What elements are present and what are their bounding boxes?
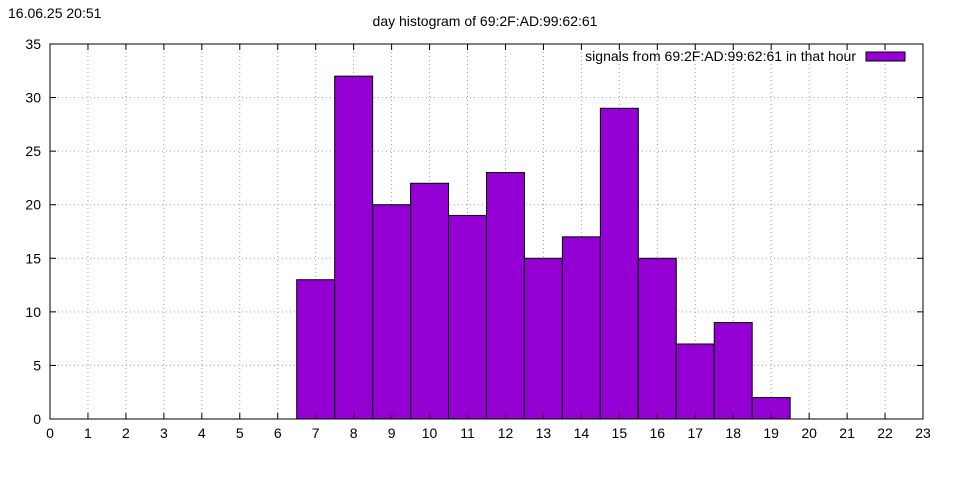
legend-swatch xyxy=(865,51,906,62)
bar-hour-10 xyxy=(410,182,450,420)
bar-hour-16 xyxy=(637,257,677,420)
x-tick-label: 18 xyxy=(725,425,741,441)
y-tick-label: 15 xyxy=(25,250,41,266)
x-tick-label: 9 xyxy=(388,425,396,441)
x-tick-label: 6 xyxy=(274,425,282,441)
bar-hour-18 xyxy=(713,322,753,420)
bar-hour-12 xyxy=(486,172,525,420)
bar-hour-7 xyxy=(296,279,336,420)
bar-hour-15 xyxy=(599,107,639,420)
x-tick-label: 20 xyxy=(801,425,817,441)
x-tick-label: 8 xyxy=(350,425,358,441)
bar-hour-13 xyxy=(523,257,563,420)
x-tick-label: 21 xyxy=(839,425,855,441)
x-tick-label: 11 xyxy=(460,425,475,441)
x-tick-label: 12 xyxy=(498,425,514,441)
x-tick-label: 19 xyxy=(763,425,779,441)
x-tick-label: 5 xyxy=(236,425,244,441)
bar-hour-11 xyxy=(448,214,488,420)
x-tick-label: 22 xyxy=(877,425,893,441)
x-tick-label: 4 xyxy=(198,425,206,441)
x-tick-label: 16 xyxy=(650,425,666,441)
x-tick-label: 7 xyxy=(312,425,320,441)
bars xyxy=(296,75,791,420)
x-tick-label: 2 xyxy=(122,425,130,441)
y-tick-label: 20 xyxy=(25,197,41,213)
x-tick-label: 1 xyxy=(84,425,92,441)
y-tick-label: 25 xyxy=(25,143,41,159)
x-tick-label: 0 xyxy=(46,425,54,441)
bar-hour-14 xyxy=(561,236,601,420)
bar-hour-9 xyxy=(372,204,412,420)
plot-border xyxy=(49,43,924,420)
x-tick-label: 23 xyxy=(915,425,931,441)
y-tick-label: 30 xyxy=(25,90,41,106)
timestamp: 16.06.25 20:51 xyxy=(8,5,102,21)
y-tick-label: 0 xyxy=(33,411,41,427)
y-tick-label: 35 xyxy=(25,36,41,52)
chart-title: day histogram of 69:2F:AD:99:62:61 xyxy=(373,13,598,29)
ticks: 0 1 2 3 4 5 6 7 8 9 10 11 12 13 14 15 16 17 18 19 20 21 22 2305… xyxy=(25,36,931,441)
x-tick-label: 15 xyxy=(612,425,628,441)
y-tick-label: 5 xyxy=(33,357,41,373)
legend: signals from 69:2F:AD:99:62:61 in that h… xyxy=(585,48,906,64)
x-tick-label: 13 xyxy=(536,425,552,441)
legend-label: signals from 69:2F:AD:99:62:61 in that h… xyxy=(585,48,856,64)
x-tick-label: 3 xyxy=(160,425,168,441)
x-tick-label: 14 xyxy=(574,425,590,441)
y-tick-label: 10 xyxy=(25,304,41,320)
x-tick-label: 10 xyxy=(422,425,438,441)
x-tick-label: 17 xyxy=(687,425,703,441)
bar-hour-8 xyxy=(334,75,374,420)
bar-hour-17 xyxy=(675,343,715,420)
